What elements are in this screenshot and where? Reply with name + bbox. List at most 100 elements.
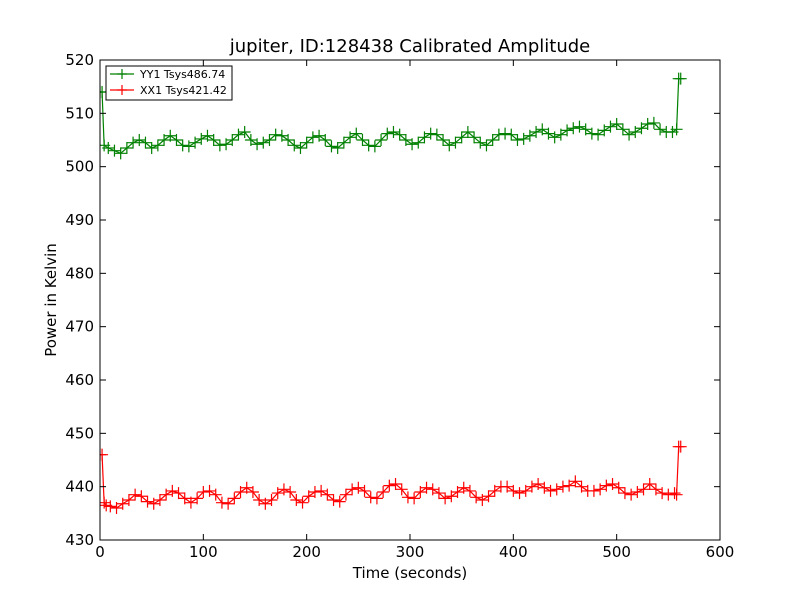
data-point	[470, 491, 483, 504]
data-point	[300, 136, 313, 149]
data-point	[631, 486, 644, 498]
data-point	[395, 483, 408, 496]
data-point	[668, 487, 681, 500]
data-point	[178, 492, 191, 505]
data-point	[412, 136, 425, 149]
data-point	[191, 492, 204, 505]
data-point	[437, 134, 450, 146]
data-point	[257, 136, 270, 149]
data-point	[294, 142, 307, 154]
legend: YY1 Tsys486.74 XX1 Tsys421.42	[105, 65, 233, 101]
data-point	[170, 134, 183, 146]
data-point	[240, 481, 253, 494]
data-point	[587, 484, 600, 497]
data-point	[674, 72, 687, 85]
data-point	[207, 134, 220, 146]
data-point	[381, 127, 394, 140]
data-point	[474, 136, 487, 149]
data-point	[327, 494, 340, 506]
data-point	[523, 129, 536, 142]
data-point	[468, 131, 481, 144]
data-point	[263, 134, 276, 146]
data-point	[145, 142, 158, 154]
x-tick-label: 300	[396, 543, 425, 561]
data-point	[641, 118, 654, 130]
data-point	[153, 494, 166, 506]
data-point	[331, 142, 344, 154]
data-point	[308, 486, 321, 498]
data-point	[350, 127, 363, 140]
data-point	[139, 136, 152, 149]
data-point	[532, 478, 545, 490]
legend-box	[105, 65, 233, 101]
data-point	[244, 134, 257, 146]
data-point	[284, 486, 297, 498]
data-point	[393, 128, 406, 141]
data-point	[238, 126, 251, 138]
data-point	[358, 484, 371, 497]
data-point	[151, 139, 164, 152]
data-point	[625, 488, 638, 501]
data-point	[561, 124, 574, 137]
data-point	[201, 129, 214, 142]
data-point	[656, 487, 669, 500]
y-tick-label: 450	[65, 424, 94, 442]
data-point	[197, 486, 210, 498]
data-point	[486, 134, 499, 146]
x-tick-label: 100	[189, 543, 218, 561]
data-point	[670, 123, 683, 136]
data-point	[399, 134, 412, 146]
data-point	[160, 488, 173, 501]
data-point	[476, 494, 489, 506]
data-point	[443, 139, 456, 152]
data-point	[315, 484, 328, 497]
data-point	[313, 129, 326, 142]
data-point	[604, 120, 617, 133]
data-point	[176, 139, 189, 152]
data-point	[643, 478, 656, 490]
data-point	[100, 448, 109, 461]
data-point	[598, 124, 611, 137]
legend-label: XX1 Tsys421.42	[140, 84, 227, 97]
x-tick-label: 0	[95, 543, 105, 561]
data-point	[246, 486, 259, 498]
data-point	[114, 147, 127, 160]
data-point	[513, 487, 526, 500]
x-tick-label: 400	[499, 543, 528, 561]
series-2	[100, 440, 687, 514]
data-point	[612, 481, 625, 494]
data-point	[122, 494, 135, 506]
data-point	[387, 126, 400, 138]
data-point	[517, 132, 530, 145]
data-point	[129, 488, 142, 501]
data-point	[110, 502, 123, 514]
data-point	[356, 134, 369, 146]
axes: 0 100 200 300 400 500 600 430 440 450 460 470 480 490…	[65, 51, 734, 561]
data-point	[600, 479, 613, 492]
data-point	[259, 497, 272, 510]
data-point	[271, 487, 284, 500]
data-point	[629, 126, 642, 138]
plot-area	[100, 72, 687, 514]
data-point	[228, 492, 241, 505]
data-point	[563, 479, 576, 492]
data-point	[147, 497, 160, 510]
data-point	[616, 123, 629, 136]
y-tick-label: 490	[65, 211, 94, 229]
data-point	[488, 484, 501, 497]
data-point	[368, 140, 381, 153]
data-point	[554, 128, 567, 141]
series-1	[100, 72, 687, 160]
data-point	[623, 128, 636, 141]
data-point	[606, 478, 619, 490]
data-point	[530, 126, 543, 138]
data-point	[127, 136, 140, 149]
data-point	[182, 140, 195, 153]
data-point	[519, 484, 532, 497]
data-point	[234, 486, 247, 498]
data-point	[220, 138, 233, 151]
data-point	[108, 144, 121, 157]
data-point	[445, 490, 458, 503]
data-point	[370, 492, 383, 505]
data-point	[166, 484, 179, 497]
